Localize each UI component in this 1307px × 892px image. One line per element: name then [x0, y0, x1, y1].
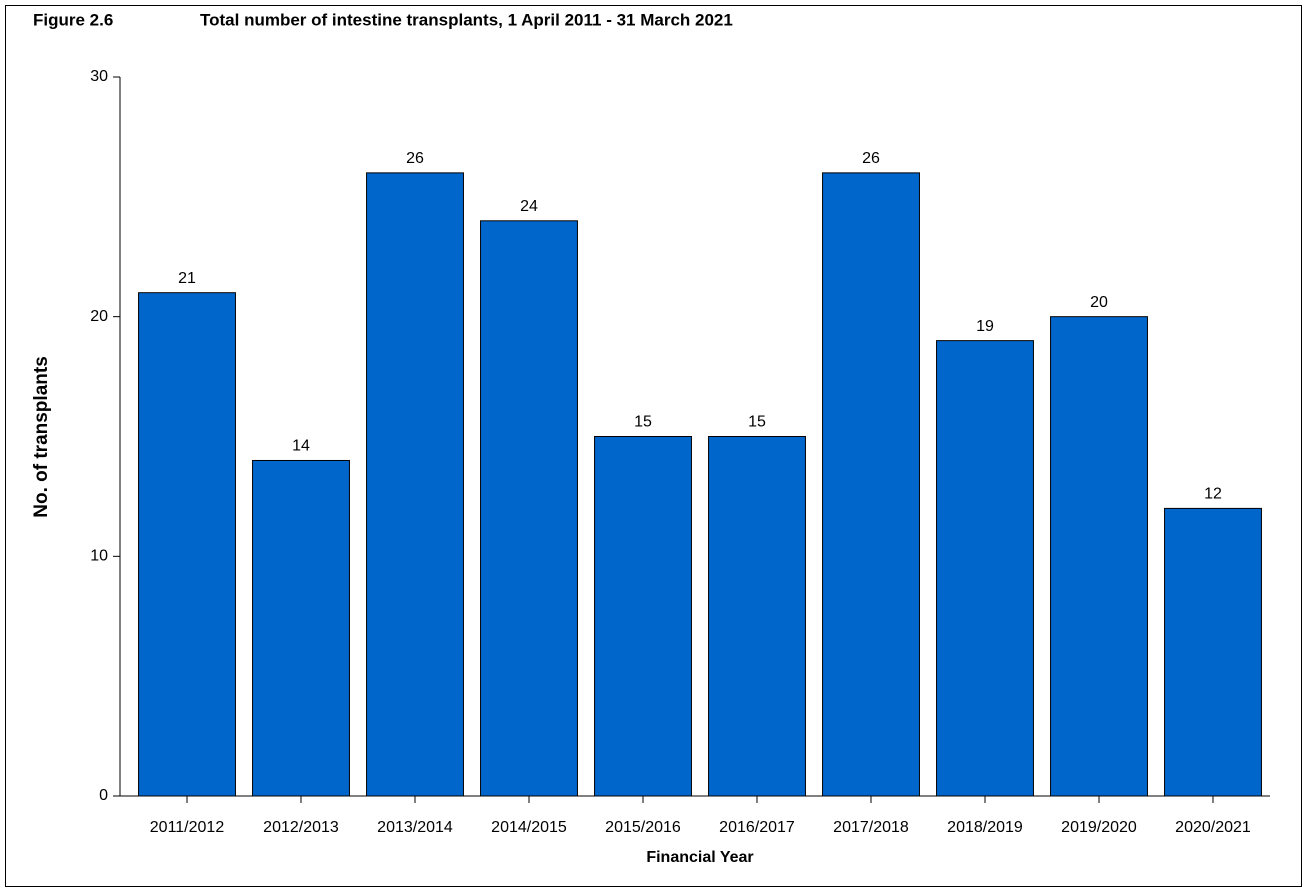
bar	[936, 340, 1034, 797]
bar	[480, 220, 578, 797]
data-label: 15	[748, 414, 766, 431]
bar	[1050, 316, 1148, 797]
data-label: 15	[634, 414, 652, 431]
x-tick-label: 2020/2021	[1175, 819, 1251, 836]
x-tick-label: 2018/2019	[947, 819, 1023, 836]
bar	[1164, 507, 1262, 797]
y-axis-label: No. of transplants	[31, 356, 52, 518]
data-label: 24	[520, 198, 538, 215]
x-tick-label: 2019/2020	[1061, 819, 1137, 836]
x-tick-label: 2012/2013	[263, 819, 339, 836]
bar	[252, 459, 350, 797]
x-tick-label: 2014/2015	[491, 819, 567, 836]
data-label: 26	[406, 150, 424, 167]
bar	[822, 172, 920, 797]
figure-label: Figure 2.6	[33, 10, 113, 29]
data-label: 19	[976, 318, 994, 335]
bar	[708, 436, 806, 797]
data-label: 21	[178, 270, 196, 287]
bar	[366, 172, 464, 797]
y-tick-label: 20	[90, 308, 108, 325]
bar	[138, 292, 236, 797]
x-axis-label: Financial Year	[646, 849, 753, 866]
y-tick-label: 30	[90, 68, 108, 85]
x-tick-label: 2013/2014	[377, 819, 453, 836]
data-label: 20	[1090, 294, 1108, 311]
x-tick-label: 2017/2018	[833, 819, 909, 836]
chart-title: Total number of intestine transplants, 1…	[200, 10, 733, 29]
y-tick-label: 0	[99, 787, 108, 804]
bar	[594, 436, 692, 797]
x-tick-label: 2011/2012	[150, 819, 225, 836]
y-tick-label: 10	[90, 548, 108, 565]
data-label: 26	[862, 150, 880, 167]
data-label: 12	[1204, 486, 1222, 503]
x-tick-label: 2016/2017	[719, 819, 795, 836]
x-tick-label: 2015/2016	[605, 819, 681, 836]
data-label: 14	[292, 438, 310, 455]
